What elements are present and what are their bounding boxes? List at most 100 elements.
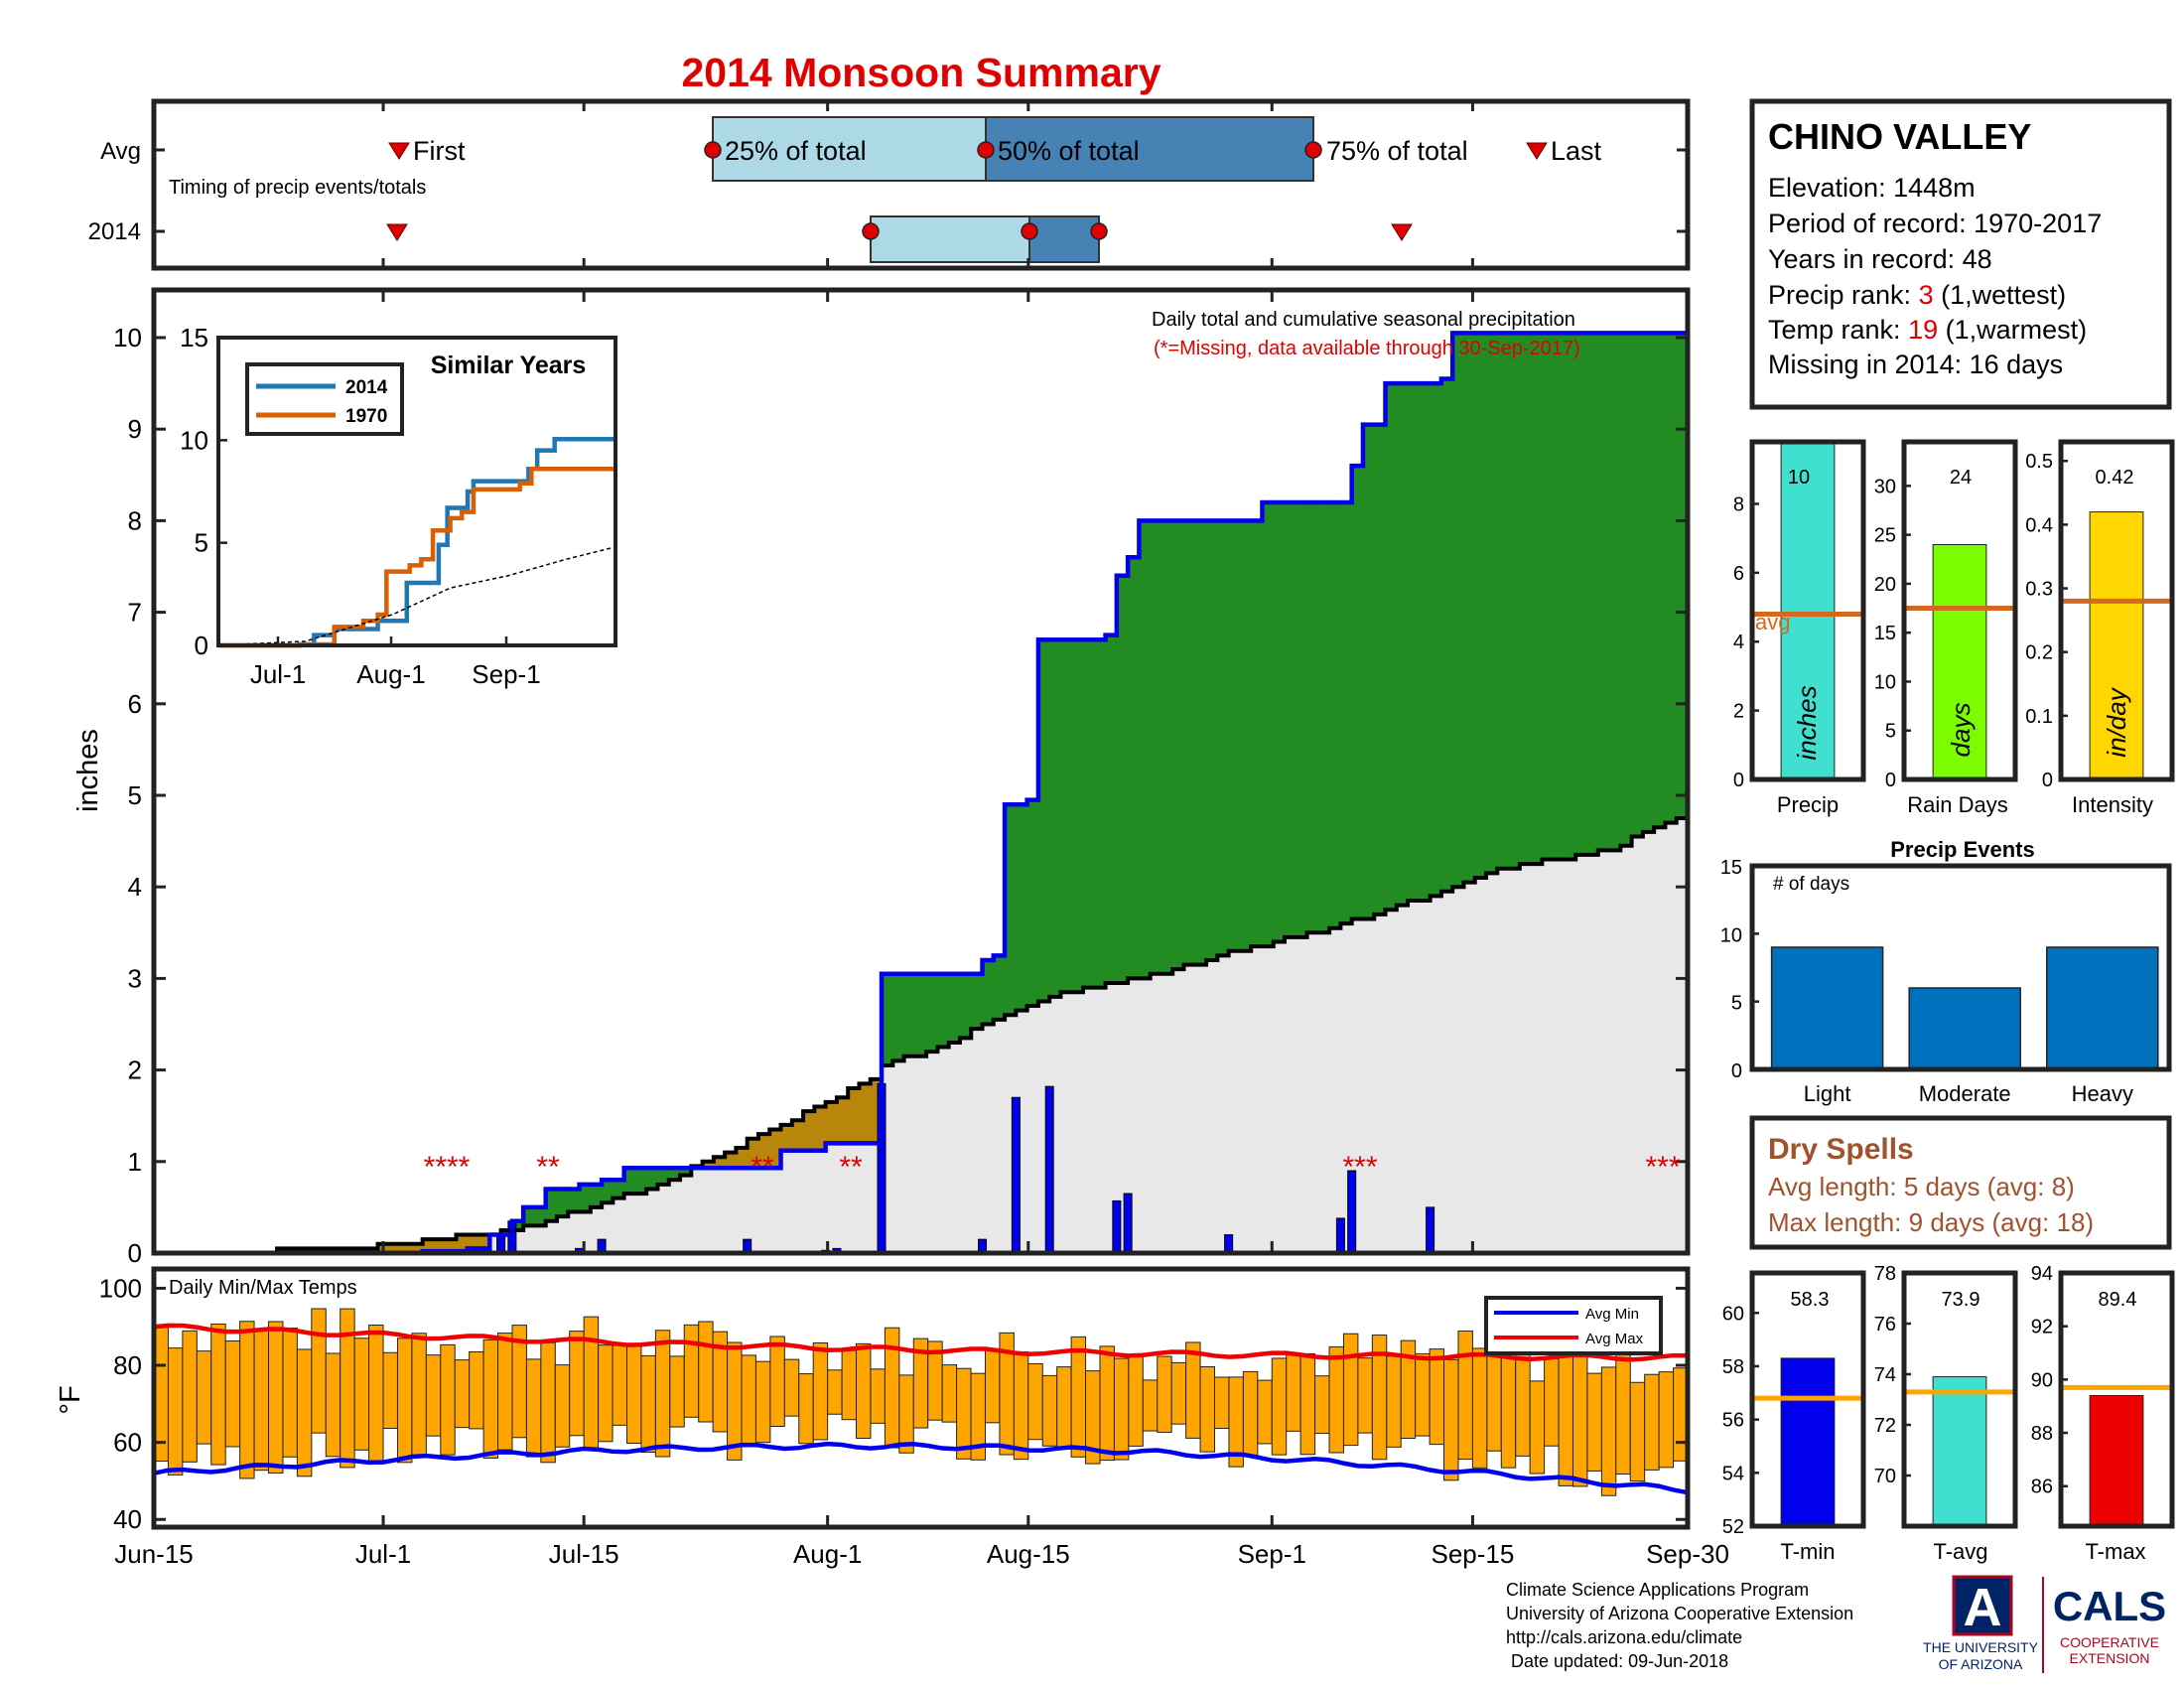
daily-temp-bar [783,1358,800,1417]
above-avg-fill [1262,501,1275,947]
daily-temp-bar [253,1330,270,1472]
above-avg-fill [1508,333,1521,869]
daily-temp-bar [1457,1330,1473,1461]
above-avg-fill [1228,520,1241,951]
x-tick-label: Aug-15 [987,1539,1070,1569]
above-avg-fill [602,1180,614,1203]
daily-temp-bar [625,1344,642,1444]
daily-temp-bar [683,1324,700,1418]
above-avg-fill [1329,501,1341,928]
above-avg-fill [1519,333,1532,865]
daily-precip-bar [1224,1234,1234,1254]
daily-temp-bar [1529,1380,1546,1475]
daily-temp-bar [870,1368,886,1424]
x-tick-label: Jul-15 [549,1539,619,1569]
daily-temp-bar [1544,1357,1560,1447]
above-avg-fill [1071,639,1084,993]
daily-temp-bar [898,1374,914,1454]
mini-precip-avg-label: avg [1755,610,1790,634]
mini-precip-label: Precip [1777,792,1839,817]
daily-temp-bar [1644,1373,1660,1471]
below-avg-fill [803,1111,815,1151]
page-title: 2014 Monsoon Summary [681,50,1160,95]
y-tick-label: 7 [128,598,142,628]
mini-intensity-tick-label: 0.1 [2025,706,2053,728]
below-avg-fill [422,1239,435,1252]
above-avg-fill [1486,333,1498,874]
tmin-tick-label: 60 [1722,1303,1744,1325]
avg-last-marker [1526,142,1548,160]
inset-legend-1970: 1970 [345,406,387,427]
mini-precip-tick-label: 0 [1733,770,1744,791]
precip-events-chart: Light Moderate Heavy 0 5 10 15 [1720,857,2172,1106]
daily-temp-bar [282,1328,298,1458]
ua-block-a: A [1964,1578,2002,1637]
daily-temp-bar [856,1342,872,1439]
year-25-dot [862,222,880,240]
daily-temp-bar [1443,1358,1459,1481]
precip-panel: 0 1 2 3 4 5 6 7 8 9 10 inches Daily total and cumu… [72,287,1691,1268]
daily-precip-bar [496,1234,506,1254]
daily-temp-bar [482,1338,499,1459]
events-tick-label: 0 [1731,1060,1742,1082]
daily-temp-bar [440,1343,456,1456]
avg-25-50-box [712,116,987,182]
mini-intensity-tick-label: 0.3 [2025,579,2053,601]
daily-temp-bar [798,1373,814,1445]
mini-intensity-tick-label: 0.5 [2025,451,2053,473]
daily-temp-bar [1185,1341,1201,1439]
above-avg-fill [882,973,893,1065]
daily-temp-bar [368,1325,384,1463]
events-bar [1908,987,2021,1070]
inset-series-1970 [218,467,615,648]
station-frame [1749,98,2172,410]
y-tick-label: 1 [128,1147,142,1177]
station-temp-rank: Temp rank: 19 (1,warmest) [1768,315,2087,345]
temp-y-label: °F [55,1385,86,1414]
station-years: Years in record: 48 [1768,244,1992,274]
above-avg-fill [993,955,1006,1020]
avg-75-label: 75% of total [1326,136,1468,166]
above-avg-fill [1597,333,1610,851]
above-avg-fill [1351,466,1364,919]
daily-temp-bar [353,1337,370,1451]
daily-temp-bar [1314,1375,1330,1434]
daily-temp-bar [1170,1361,1187,1425]
daily-temp-bar [1242,1370,1259,1458]
station-info-box: CHINO VALLEY Elevation: 1448m Period of … [1749,98,2172,410]
inset-legend-box [245,362,404,436]
above-avg-fill [1160,520,1173,974]
similar-years-inset: Similar Years 2014 1970 0 5 10 15 Jul-1 Aug-1… [180,323,617,689]
above-avg-fill [959,973,972,1039]
daily-temp-bar [1113,1357,1130,1461]
events-tick-label: 10 [1720,924,1742,946]
daily-temp-bar [196,1350,212,1445]
tmin-tick-label: 58 [1722,1356,1744,1378]
year-75-dot [1090,222,1108,240]
station-missing: Missing in 2014: 16 days [1768,350,2063,379]
above-avg-fill [903,973,916,1056]
above-avg-fill [1005,804,1017,1016]
above-avg-fill [1083,639,1095,988]
above-avg-fill [1217,520,1230,956]
daily-temp-bar [1500,1355,1517,1469]
avg-cumulative-line [154,813,1690,1255]
mini-precip-border [1749,439,1866,782]
avg-50-75-box [985,116,1314,182]
avg-25-dot [704,141,722,159]
below-avg-fill [445,1239,457,1252]
daily-precip-bar [1123,1193,1133,1254]
dry-spells-title: Dry Spells [1768,1133,1914,1166]
events-category-label: Moderate [1919,1081,2011,1106]
temp-plot-area [153,1308,1689,1496]
daily-temp-bar [224,1340,241,1448]
daily-temp-bar [583,1316,600,1451]
daily-temp-bar [1486,1342,1502,1452]
above-avg-fill [657,1168,670,1185]
tmax-bar [2089,1394,2144,1527]
above-avg-fill [1296,501,1308,937]
x-tick-label: Sep-15 [1431,1539,1514,1569]
above-avg-fill [1452,333,1464,888]
daily-temp-bar [1199,1366,1216,1453]
above-avg-fill [1340,501,1353,924]
